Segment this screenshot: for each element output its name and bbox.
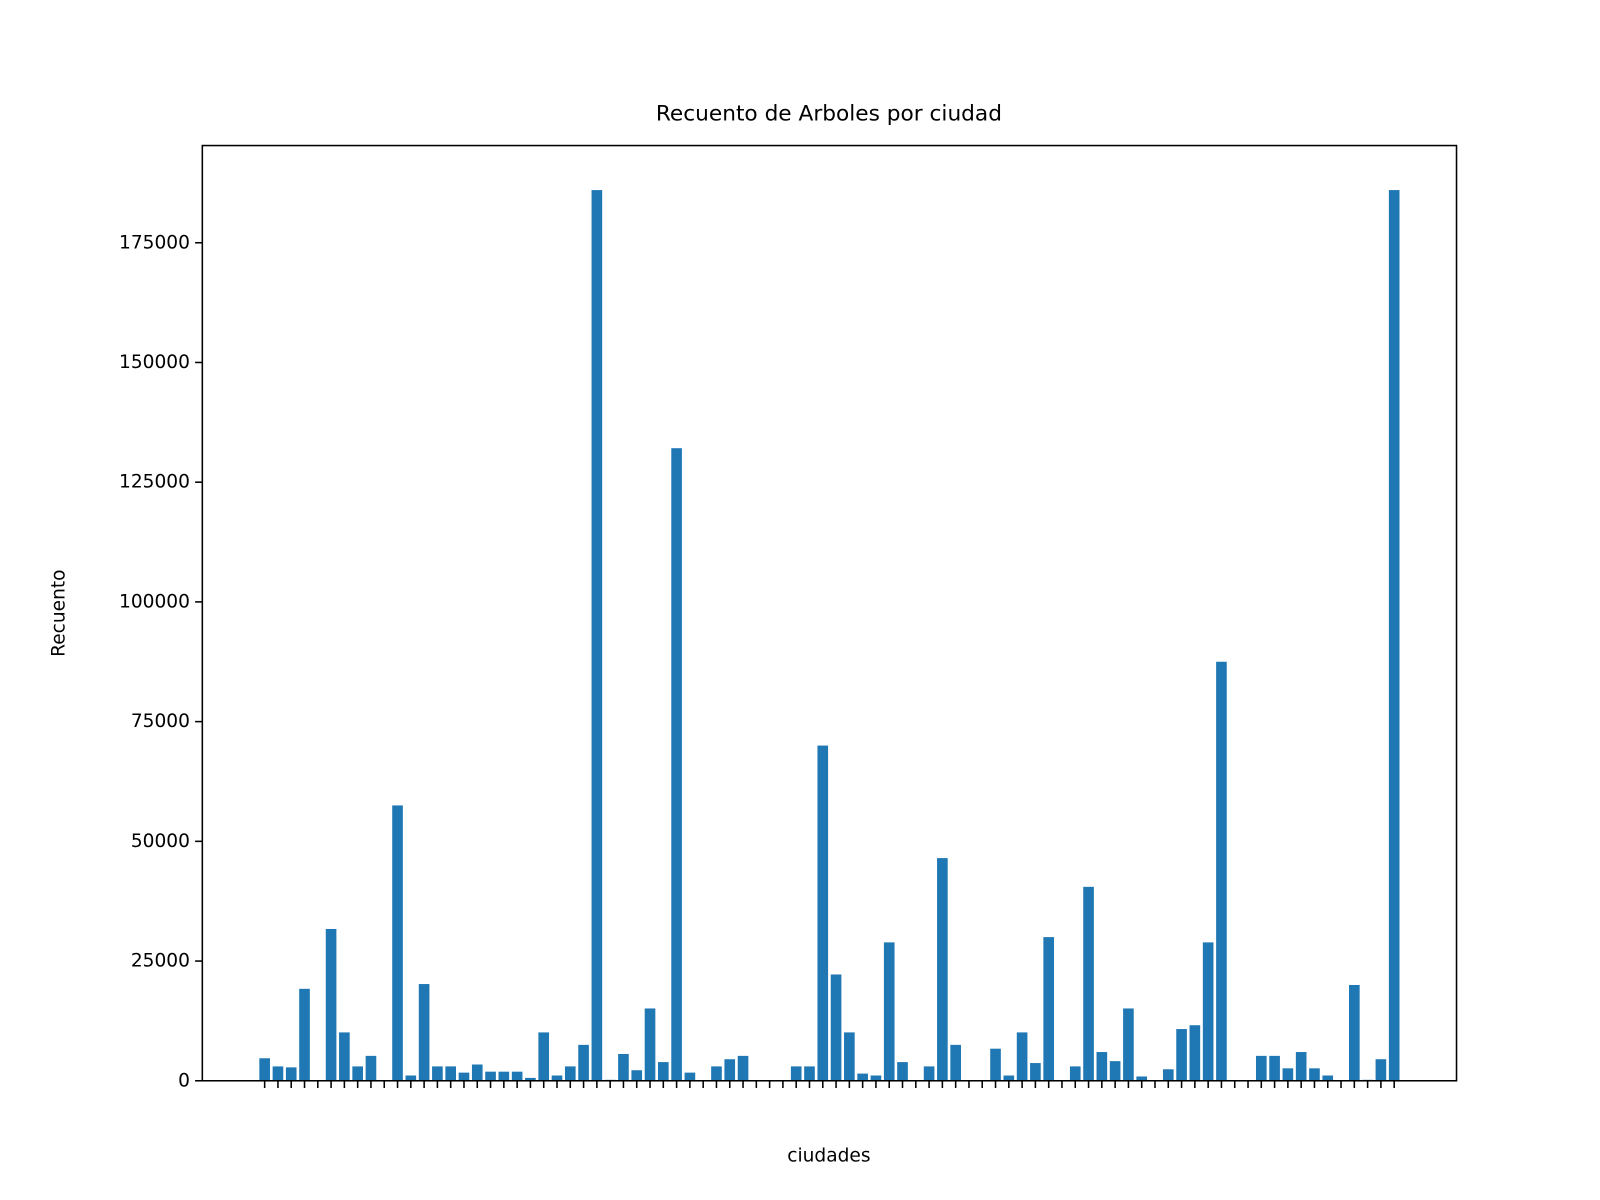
bar: [339, 1032, 350, 1081]
bar: [844, 1032, 855, 1081]
bar: [870, 1075, 882, 1081]
chart-title: Recuento de Arboles por ciudad: [656, 102, 1002, 127]
bar: [1162, 1069, 1174, 1081]
bar: [511, 1071, 523, 1081]
y-tick-label: 75000: [131, 711, 190, 732]
y-tick-label: 25000: [131, 951, 190, 972]
bar: [1003, 1075, 1015, 1081]
bar: [1309, 1068, 1320, 1081]
bar: [950, 1044, 961, 1081]
bar: [1349, 985, 1360, 1081]
bar: [525, 1077, 536, 1081]
bar: [1189, 1025, 1201, 1081]
bar: [458, 1072, 470, 1081]
bar: [711, 1066, 722, 1081]
bar: [1375, 1059, 1387, 1081]
bar: [644, 1008, 656, 1081]
bar: [285, 1067, 297, 1081]
y-tick-label: 50000: [131, 831, 190, 852]
bar: [1096, 1052, 1108, 1081]
y-tick-label: 100000: [119, 591, 190, 612]
bar: [445, 1066, 457, 1081]
bar: [923, 1066, 935, 1081]
bar: [1176, 1029, 1187, 1081]
bar: [551, 1075, 563, 1081]
bar: [1030, 1063, 1041, 1081]
y-tick-label: 150000: [119, 352, 190, 373]
bar: [418, 984, 430, 1081]
bar: [1322, 1075, 1334, 1081]
bar: [1069, 1066, 1081, 1081]
bar: [1282, 1068, 1294, 1081]
bar: [657, 1062, 669, 1081]
bar: [1109, 1061, 1121, 1081]
y-axis-label: Recuento: [48, 569, 69, 656]
bar: [737, 1055, 749, 1081]
bar: [485, 1071, 496, 1081]
bar: [830, 974, 842, 1081]
bar: [299, 988, 310, 1081]
bar: [990, 1048, 1001, 1081]
bar: [405, 1075, 417, 1081]
bar: [1269, 1055, 1280, 1081]
bar: [937, 858, 948, 1081]
bar: [790, 1066, 802, 1081]
bar: [857, 1073, 868, 1081]
bar: [724, 1059, 736, 1081]
bar: [1388, 190, 1400, 1081]
bar: [564, 1066, 576, 1081]
bar: [272, 1066, 284, 1081]
bar: [883, 942, 895, 1081]
bar: [1123, 1008, 1134, 1081]
bar: [352, 1066, 363, 1081]
x-axis-label: ciudades: [787, 1146, 870, 1167]
bar: [671, 448, 682, 1081]
bar: [1295, 1052, 1307, 1081]
bar: [1202, 942, 1214, 1081]
bar: [498, 1071, 510, 1081]
bar: [631, 1070, 643, 1081]
bar: [618, 1053, 629, 1081]
bar: [1136, 1076, 1148, 1081]
bar: [1043, 937, 1054, 1081]
y-tick-label: 125000: [119, 472, 190, 493]
bar: [578, 1044, 589, 1081]
bar: [1016, 1032, 1028, 1081]
bar: [392, 805, 403, 1081]
bar: [538, 1032, 550, 1081]
bar: [817, 745, 829, 1081]
bar: [325, 928, 337, 1081]
bar: [804, 1066, 815, 1081]
bar: [897, 1062, 908, 1081]
plot-frame: [201, 144, 1458, 1082]
bar: [684, 1072, 696, 1081]
y-tick-label: 0: [178, 1070, 190, 1091]
bar: [1255, 1055, 1267, 1081]
bar: [1083, 886, 1094, 1081]
bar: [432, 1066, 443, 1081]
bar: [591, 190, 603, 1081]
bar: [365, 1055, 377, 1081]
bar: [259, 1058, 270, 1081]
bar: [471, 1064, 483, 1081]
y-tick-label: 175000: [119, 232, 190, 253]
bar: [1216, 661, 1227, 1081]
